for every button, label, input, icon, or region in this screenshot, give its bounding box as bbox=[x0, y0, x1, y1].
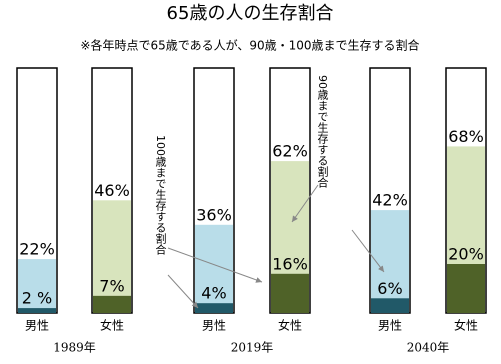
value-label: 7% bbox=[99, 276, 124, 295]
x-tick-label: 女性 bbox=[278, 318, 302, 333]
value-label: 6% bbox=[377, 279, 402, 298]
annotation: 100歳まで生存する割合 bbox=[154, 135, 167, 255]
arrow bbox=[351, 229, 385, 273]
arrow bbox=[167, 274, 199, 309]
bar bbox=[195, 303, 233, 313]
group-label: 1989年 bbox=[53, 341, 96, 355]
value-label: 42% bbox=[372, 191, 408, 210]
group-label: 2040年 bbox=[407, 341, 450, 355]
bar bbox=[447, 264, 485, 313]
value-label: 36% bbox=[196, 205, 232, 224]
bar bbox=[18, 259, 56, 313]
value-label: 62% bbox=[272, 142, 308, 161]
plot: 22% 2 % 男性 46% 7% 女性 36% 4% 男性 62% 16% 女性 42% 6% 男性 68%… bbox=[16, 67, 487, 355]
bar bbox=[93, 295, 131, 313]
value-label: 20% bbox=[448, 245, 484, 264]
chart-subtitle: ※各年時点で65歳である人が、90歳・100歳まで生存する割合 bbox=[80, 38, 419, 53]
value-label: 4% bbox=[201, 284, 226, 303]
x-tick-label: 男性 bbox=[202, 319, 226, 333]
bar bbox=[371, 210, 409, 313]
bar bbox=[93, 200, 131, 313]
chart-title: 65歳の人の生存割合 bbox=[167, 3, 334, 24]
x-tick-label: 女性 bbox=[100, 318, 124, 333]
value-label: 22% bbox=[19, 240, 55, 259]
value-label: 16% bbox=[272, 254, 308, 273]
x-tick-label: 男性 bbox=[378, 319, 402, 333]
annotation: 90歳まで生存する割合 bbox=[316, 75, 329, 188]
bar bbox=[271, 273, 309, 313]
x-tick-label: 男性 bbox=[25, 319, 49, 333]
x-tick-label: 女性 bbox=[454, 318, 478, 333]
value-label: 46% bbox=[94, 181, 130, 200]
value-label: 2 % bbox=[22, 289, 52, 308]
bar bbox=[18, 308, 56, 313]
arrow bbox=[291, 184, 319, 223]
group-label: 2019年 bbox=[231, 341, 274, 355]
bar bbox=[371, 298, 409, 313]
value-label: 68% bbox=[448, 127, 484, 146]
arrow bbox=[167, 247, 263, 283]
